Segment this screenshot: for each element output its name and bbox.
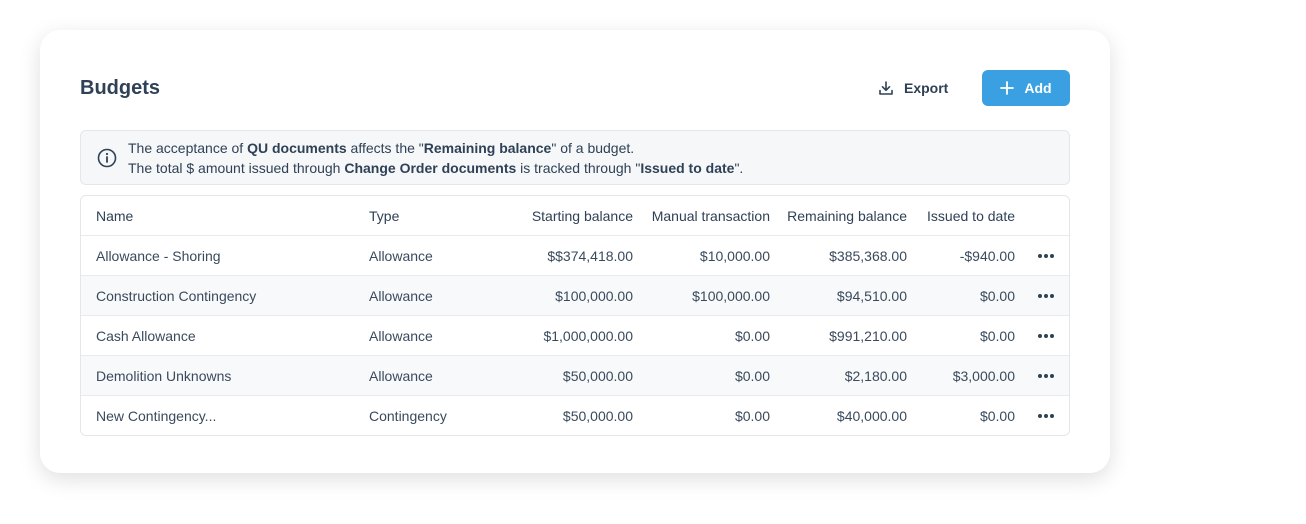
budgets-table: Name Type Starting balance Manual transacti… [80, 195, 1070, 436]
table-cell: Allowance [369, 327, 433, 344]
page-title: Budgets [80, 77, 160, 99]
table-cell: $0.00 [734, 327, 770, 344]
notice-emphasis: Change Order documents [344, 160, 517, 176]
table-cell: $0.00 [979, 327, 1015, 344]
column-header: Name [96, 207, 134, 224]
table-cell: $0.00 [979, 407, 1015, 424]
table-cell: $10,000.00 [699, 247, 770, 264]
header-row: Name Type Starting balance Manual transacti… [81, 196, 1069, 235]
row-actions[interactable] [1023, 333, 1069, 339]
info-icon [97, 148, 117, 168]
column-header: Remaining balance [787, 207, 907, 224]
more-icon [1038, 373, 1054, 378]
info-notice: The acceptance of QU documents affects t… [80, 130, 1070, 185]
table-row: Allowance - Shoring Allowance $$374,418.00… [81, 235, 1069, 275]
table-cell: New Contingency... [96, 407, 217, 424]
table-cell: $0.00 [734, 407, 770, 424]
more-icon [1038, 333, 1054, 338]
export-button[interactable]: Export [878, 70, 948, 106]
notice-emphasis: Remaining balance [423, 140, 552, 156]
notice-line: The acceptance of QU documents affects t… [128, 138, 634, 158]
add-button[interactable]: Add [982, 70, 1070, 106]
table-cell: $385,368.00 [829, 247, 907, 264]
budgets-card: Budgets Export Add The acceptance of QU … [40, 30, 1110, 473]
notice-text: " of a budget. [551, 140, 635, 156]
column-header: Manual transaction [651, 207, 770, 224]
export-label: Export [904, 80, 949, 96]
table-cell: -$940.00 [959, 247, 1015, 264]
table-row: Construction Contingency Allowance $100,00… [81, 275, 1069, 315]
column-header: Starting balance [531, 207, 633, 224]
table-cell: $1,000,000.00 [543, 327, 633, 344]
table-row: Demolition Unknowns Allowance $50,000.00 $0… [81, 355, 1069, 395]
row-actions[interactable] [1023, 253, 1069, 259]
add-label: Add [1024, 80, 1052, 96]
row-actions[interactable] [1023, 293, 1069, 299]
table-cell: Allowance [369, 247, 433, 264]
table-cell: $94,510.00 [836, 287, 907, 304]
table-cell: $50,000.00 [562, 367, 633, 384]
table-cell: Construction Contingency [96, 287, 257, 304]
table-cell: $50,000.00 [562, 407, 633, 424]
table-cell: $100,000.00 [555, 287, 633, 304]
table-cell: Cash Allowance [96, 327, 196, 344]
export-icon [879, 81, 893, 95]
notice-text: affects the " [346, 140, 424, 156]
table-cell: $40,000.00 [836, 407, 907, 424]
table-row: New Contingency... Contingency $50,000.00 $… [81, 395, 1069, 435]
table-cell: $2,180.00 [844, 367, 907, 384]
table-row: Cash Allowance Allowance $1,000,000.00 $0.0… [81, 315, 1069, 355]
table-cell: $$374,418.00 [547, 247, 633, 264]
notice-emphasis: QU documents [247, 140, 347, 156]
table-cell: Allowance [369, 367, 433, 384]
row-actions[interactable] [1023, 373, 1069, 379]
table-cell: $3,000.00 [952, 367, 1015, 384]
column-header: Type [369, 207, 400, 224]
column-header: Issued to date [927, 207, 1015, 224]
table-cell: $100,000.00 [692, 287, 770, 304]
notice-text: ". [734, 160, 744, 176]
table-cell: Allowance [369, 287, 433, 304]
table-cell: $0.00 [979, 287, 1015, 304]
notice-line: The total $ amount issued through Change… [128, 158, 743, 178]
notice-text: The acceptance of [128, 140, 248, 156]
table-cell: Allowance - Shoring [96, 247, 221, 264]
table-cell: Demolition Unknowns [96, 367, 232, 384]
plus-icon [1000, 81, 1015, 95]
table-cell: $0.00 [734, 367, 770, 384]
table-cell: $991,210.00 [829, 327, 907, 344]
more-icon [1038, 293, 1054, 298]
row-actions[interactable] [1023, 413, 1069, 419]
notice-text: is tracked through " [516, 160, 641, 176]
table-cell: Contingency [369, 407, 447, 424]
more-icon [1038, 253, 1054, 258]
more-icon [1038, 413, 1054, 418]
notice-text: The total $ amount issued through [128, 160, 345, 176]
notice-emphasis: Issued to date [640, 160, 735, 176]
